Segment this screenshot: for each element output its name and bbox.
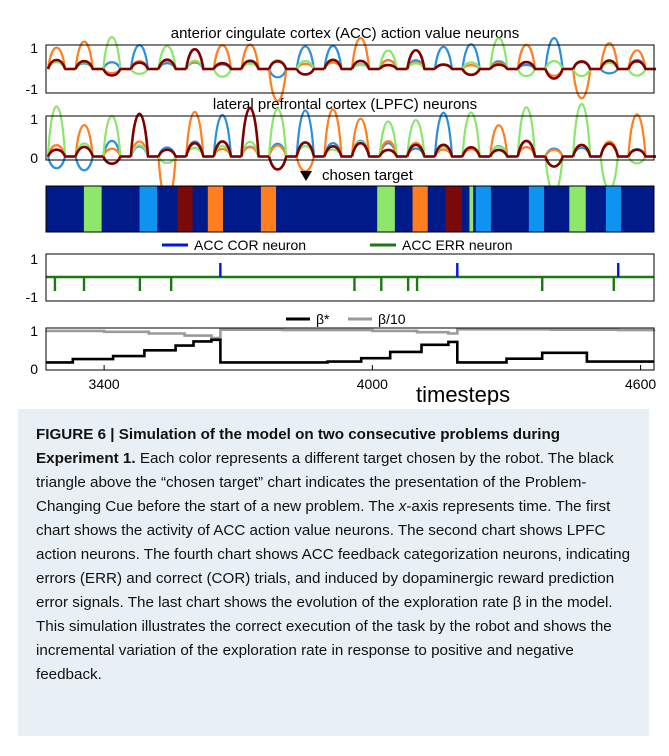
beta-ytick-bottom: 0 [30, 361, 38, 377]
problem-changing-cue-marker [300, 171, 312, 181]
target-segment [445, 186, 463, 232]
target-segment [605, 186, 622, 232]
beta-ytick-top: 1 [30, 323, 38, 339]
target-segment [276, 186, 378, 232]
figure-panels: anterior cingulate cortex (ACC) action v… [26, 25, 657, 405]
legend-err-label: ACC ERR neuron [402, 237, 513, 253]
caption-figure-label: FIGURE 6 | Simulation of the model on tw… [36, 426, 561, 467]
target-segment [621, 186, 655, 232]
legend-cor-label: ACC COR neuron [194, 237, 306, 253]
acc-ytick-top: 1 [30, 40, 38, 56]
chosen-target-strip [46, 186, 655, 232]
beta-panel [46, 328, 656, 364]
target-segment [473, 186, 477, 232]
target-segment [177, 186, 194, 232]
target-segment [192, 186, 209, 232]
target-segment [544, 186, 570, 232]
neuron-trace [46, 47, 656, 80]
target-segment [490, 186, 530, 232]
acc-panel-title: anterior cingulate cortex (ACC) action v… [171, 25, 520, 42]
x-axis-label: timesteps [416, 382, 510, 405]
beta-xticks: 3400 4000 4600 [89, 365, 656, 392]
acc-ytick-bottom: -1 [26, 81, 39, 97]
chosen-target-axes-box [45, 185, 655, 233]
lpfc-ytick-top: 1 [30, 111, 38, 127]
target-segment [412, 186, 429, 232]
legend-beta-star-label: β* [316, 311, 330, 327]
target-segment [377, 186, 396, 232]
target-segment [139, 186, 158, 232]
target-segment [475, 186, 492, 232]
target-segment [222, 186, 262, 232]
feedback-ytick-bottom: -1 [26, 289, 39, 305]
target-segment [46, 186, 85, 232]
neuron-trace [46, 106, 656, 171]
x-tick-label: 4600 [625, 376, 656, 392]
target-segment [427, 186, 446, 232]
target-segment [469, 186, 474, 232]
feedback-axes-box [45, 253, 655, 302]
target-segment [157, 186, 178, 232]
target-segment [83, 186, 103, 232]
target-segment [569, 186, 587, 232]
acc-feedback-panel [46, 263, 654, 291]
target-segment [207, 186, 224, 232]
beta-star-line [46, 338, 654, 364]
legend-beta-10-label: β/10 [378, 311, 406, 327]
neuron-trace [46, 35, 656, 78]
chosen-target-title: chosen target [322, 167, 414, 184]
x-tick-label: 4000 [357, 376, 388, 392]
target-segment [394, 186, 413, 232]
beta-10-line [46, 328, 656, 340]
target-segment [461, 186, 470, 232]
lpfc-ytick-bottom: 0 [30, 150, 38, 166]
caption-text-2: -axis represents time. The first chart s… [36, 498, 631, 683]
caption-text-1: Each color represents a different target… [36, 450, 614, 515]
neuron-trace [46, 37, 656, 79]
x-tick-label: 3400 [89, 376, 120, 392]
acc-axes-box [45, 44, 655, 94]
figure-caption: FIGURE 6 | Simulation of the model on tw… [36, 423, 631, 687]
target-segment [260, 186, 277, 232]
feedback-ytick-top: 1 [30, 251, 38, 267]
figure-caption-box: FIGURE 6 | Simulation of the model on tw… [18, 409, 649, 736]
target-segment [101, 186, 140, 232]
lpfc-axes-box [45, 115, 655, 161]
caption-x-italic: x [398, 498, 407, 515]
target-segment [528, 186, 545, 232]
beta-axes-box [45, 327, 655, 371]
target-segment [585, 186, 607, 232]
acc-panel [46, 35, 656, 103]
